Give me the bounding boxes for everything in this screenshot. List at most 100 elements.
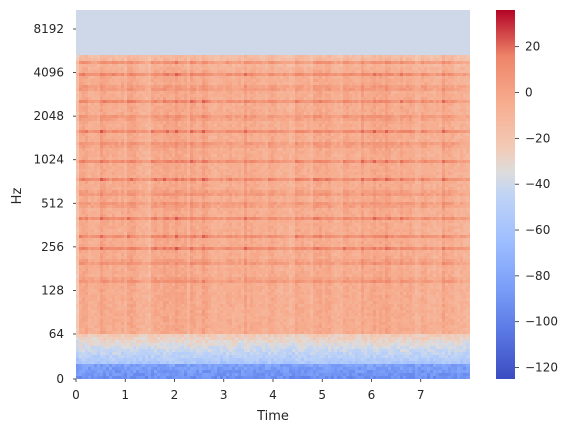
- spectrogram-cell: [139, 97, 142, 100]
- spectrogram-cell: [127, 61, 130, 64]
- spectrogram-cell: [169, 142, 172, 145]
- spectrogram-cell: [82, 130, 85, 133]
- spectrogram-cell: [190, 124, 193, 127]
- spectrogram-cell: [145, 166, 148, 169]
- spectrogram-cell: [100, 175, 103, 178]
- spectrogram-cell: [172, 70, 175, 73]
- spectrogram-cell: [112, 256, 115, 259]
- spectrogram-cell: [136, 331, 139, 334]
- spectrogram-cell: [142, 34, 145, 37]
- spectrogram-cell: [76, 358, 79, 361]
- spectrogram-cell: [160, 364, 163, 367]
- spectrogram-cell: [130, 19, 133, 22]
- spectrogram-cell: [82, 268, 85, 271]
- spectrogram-cell: [124, 22, 127, 25]
- spectrogram-cell: [112, 298, 115, 301]
- spectrogram-cell: [97, 55, 100, 58]
- spectrogram-cell: [97, 85, 100, 88]
- spectrogram-cell: [166, 211, 169, 214]
- spectrogram-cell: [133, 310, 136, 313]
- spectrogram-cell: [175, 325, 178, 328]
- spectrogram-cell: [163, 373, 166, 376]
- spectrogram-cell: [100, 265, 103, 268]
- spectrogram-cell: [76, 10, 79, 13]
- spectrogram-cell: [136, 250, 139, 253]
- spectrogram-cell: [148, 355, 151, 358]
- spectrogram-cell: [184, 328, 187, 331]
- spectrogram-cell: [172, 217, 175, 220]
- spectrogram-cell: [115, 10, 118, 13]
- spectrogram-cell: [94, 67, 97, 70]
- spectrogram-cell: [94, 229, 97, 232]
- spectrogram-cell: [190, 142, 193, 145]
- spectrogram-cell: [115, 109, 118, 112]
- spectrogram-cell: [175, 94, 178, 97]
- spectrogram-cell: [127, 271, 130, 274]
- spectrogram-cell: [97, 154, 100, 157]
- spectrogram-cell: [85, 220, 88, 223]
- spectrogram-cell: [193, 316, 196, 319]
- spectrogram-cell: [115, 163, 118, 166]
- spectrogram-cell: [142, 358, 145, 361]
- spectrogram-cell: [172, 43, 175, 46]
- spectrogram-cell: [166, 112, 169, 115]
- spectrogram-cell: [154, 184, 157, 187]
- spectrogram-cell: [151, 157, 154, 160]
- spectrogram-cell: [178, 229, 181, 232]
- spectrogram-cell: [187, 361, 190, 364]
- spectrogram-cell: [124, 82, 127, 85]
- spectrogram-cell: [112, 205, 115, 208]
- spectrogram-cell: [127, 370, 130, 373]
- spectrogram-cell: [145, 22, 148, 25]
- spectrogram-cell: [139, 310, 142, 313]
- spectrogram-cell: [97, 274, 100, 277]
- spectrogram-cell: [175, 178, 178, 181]
- spectrogram-cell: [166, 328, 169, 331]
- spectrogram-cell: [172, 112, 175, 115]
- spectrogram-cell: [97, 226, 100, 229]
- spectrogram-cell: [124, 370, 127, 373]
- spectrogram-cell: [79, 43, 82, 46]
- spectrogram-cell: [154, 286, 157, 289]
- spectrogram-cell: [145, 52, 148, 55]
- spectrogram-cell: [190, 202, 193, 205]
- spectrogram-cell: [178, 280, 181, 283]
- spectrogram-cell: [97, 325, 100, 328]
- spectrogram-cell: [76, 256, 79, 259]
- spectrogram-cell: [79, 253, 82, 256]
- spectrogram-cell: [145, 28, 148, 31]
- spectrogram-cell: [163, 319, 166, 322]
- spectrogram-cell: [193, 364, 196, 367]
- spectrogram-cell: [142, 322, 145, 325]
- spectrogram-cell: [82, 127, 85, 130]
- spectrogram-cell: [151, 223, 154, 226]
- spectrogram-cell: [169, 238, 172, 241]
- spectrogram-cell: [109, 298, 112, 301]
- spectrogram-cell: [193, 256, 196, 259]
- spectrogram-cell: [97, 235, 100, 238]
- spectrogram-cell: [112, 364, 115, 367]
- spectrogram-cell: [82, 172, 85, 175]
- spectrogram-cell: [124, 31, 127, 34]
- spectrogram-cell: [133, 316, 136, 319]
- spectrogram-cell: [130, 16, 133, 19]
- spectrogram-cell: [88, 106, 91, 109]
- spectrogram-cell: [106, 85, 109, 88]
- spectrogram-cell: [106, 154, 109, 157]
- spectrogram-cell: [91, 100, 94, 103]
- spectrogram-cell: [106, 109, 109, 112]
- spectrogram-cell: [136, 208, 139, 211]
- spectrogram-cell: [109, 370, 112, 373]
- spectrogram-cell: [145, 118, 148, 121]
- spectrogram-cell: [127, 319, 130, 322]
- spectrogram-cell: [127, 331, 130, 334]
- spectrogram-cell: [169, 127, 172, 130]
- spectrogram-cell: [148, 37, 151, 40]
- spectrogram-cell: [112, 130, 115, 133]
- spectrogram-cell: [181, 184, 184, 187]
- spectrogram-cell: [136, 235, 139, 238]
- spectrogram-cell: [82, 136, 85, 139]
- spectrogram-cell: [121, 43, 124, 46]
- spectrogram-cell: [154, 103, 157, 106]
- spectrogram-cell: [130, 235, 133, 238]
